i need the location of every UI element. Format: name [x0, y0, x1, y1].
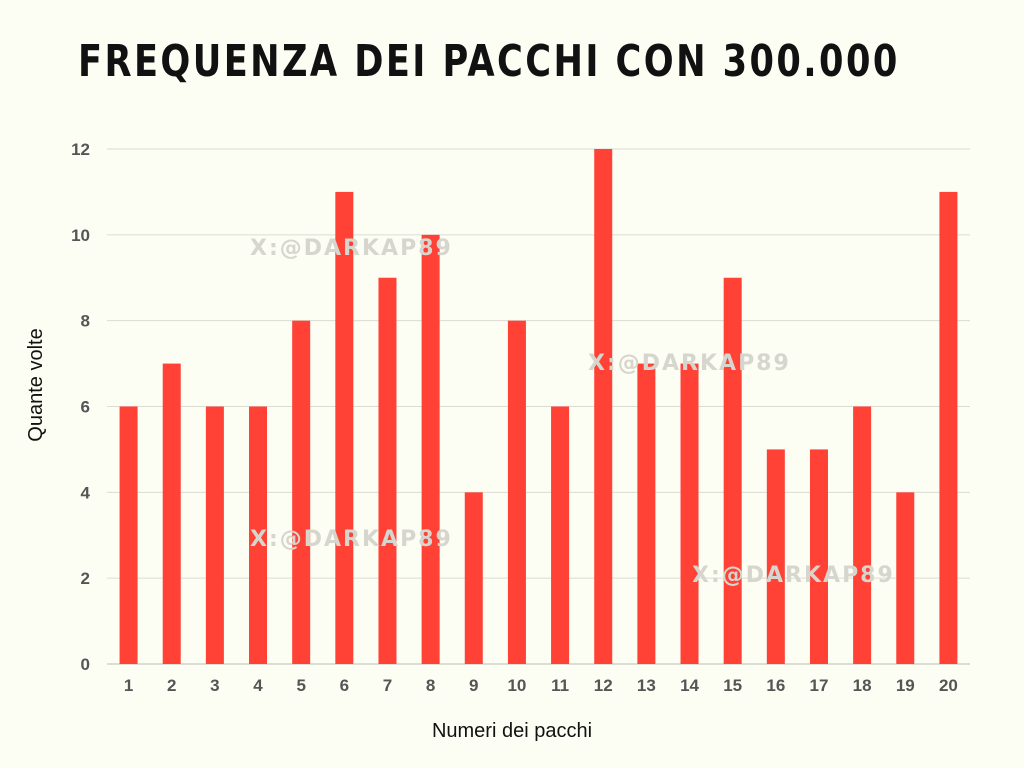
- x-axis-title: Numeri dei pacchi: [432, 720, 592, 742]
- x-tick-label: 2: [167, 676, 176, 695]
- bar: [205, 406, 224, 664]
- x-tick-labels: 1 2 3 4 5 6 7 8 9 10 11 12 13 14 15 16 17 18 19 20: [124, 676, 958, 695]
- y-axis-title: Quante volte: [25, 328, 47, 441]
- y-tick-label: 4: [81, 483, 91, 502]
- bar: [335, 191, 354, 664]
- y-tick-label: 2: [81, 569, 90, 588]
- x-tick-label: 11: [551, 676, 569, 695]
- bar: [378, 277, 397, 664]
- watermark-text: X:@DARKAP89: [692, 563, 895, 588]
- bar: [896, 492, 915, 664]
- y-tick-label: 10: [71, 226, 90, 245]
- x-tick-label: 16: [766, 676, 785, 695]
- x-tick-label: 3: [210, 676, 219, 695]
- x-tick-label: 20: [939, 676, 958, 695]
- x-tick-label: 1: [124, 676, 133, 695]
- x-tick-label: 10: [507, 676, 526, 695]
- bar: [680, 363, 699, 664]
- bar: [292, 320, 311, 664]
- x-tick-label: 13: [637, 676, 656, 695]
- x-tick-label: 9: [469, 676, 478, 695]
- watermark-text: X:@DARKAP89: [588, 351, 791, 376]
- watermark-text: X:@DARKAP89: [250, 236, 453, 261]
- x-tick-label: 19: [896, 676, 915, 695]
- bar: [421, 234, 440, 665]
- x-tick-label: 17: [810, 676, 829, 695]
- y-tick-label: 6: [81, 398, 90, 417]
- bar: [162, 363, 181, 664]
- y-tick-label: 12: [71, 140, 90, 159]
- y-tick-labels: 0 2 4 6 8 10 12: [71, 140, 90, 674]
- x-tick-label: 14: [680, 676, 699, 695]
- x-tick-label: 4: [253, 676, 263, 695]
- x-tick-label: 12: [594, 676, 613, 695]
- x-tick-label: 5: [296, 676, 305, 695]
- watermarks: X:@DARKAP89 X:@DARKAP89 X:@DARKAP89 X:@DARK…: [250, 236, 895, 588]
- bar: [853, 406, 872, 664]
- y-tick-label: 8: [81, 312, 90, 331]
- bar: [594, 149, 613, 664]
- bar: [637, 363, 656, 664]
- x-tick-label: 6: [340, 676, 349, 695]
- x-tick-label: 15: [723, 676, 742, 695]
- y-tick-label: 0: [81, 655, 90, 674]
- bar: [939, 191, 958, 664]
- bars: [119, 149, 958, 665]
- watermark-text: X:@DARKAP89: [250, 527, 453, 552]
- bar: [723, 277, 742, 664]
- x-tick-label: 8: [426, 676, 435, 695]
- bar: [507, 320, 526, 664]
- x-tick-label: 7: [383, 676, 392, 695]
- bar: [809, 449, 828, 664]
- bar: [119, 406, 138, 664]
- chart-title: FREQUENZA DEI PACCHI CON 300.000: [78, 36, 900, 87]
- bar: [464, 492, 483, 664]
- bar: [249, 406, 268, 664]
- x-tick-label: 18: [853, 676, 872, 695]
- bar: [551, 406, 570, 664]
- bar: [766, 449, 785, 664]
